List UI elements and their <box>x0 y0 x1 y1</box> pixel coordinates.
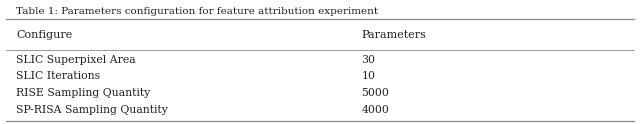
Text: 4000: 4000 <box>362 105 390 115</box>
Text: Table 1: Parameters configuration for feature attribution experiment: Table 1: Parameters configuration for fe… <box>16 7 378 16</box>
Text: 30: 30 <box>362 55 376 64</box>
Text: SP-RISA Sampling Quantity: SP-RISA Sampling Quantity <box>16 105 168 115</box>
Text: SLIC Superpixel Area: SLIC Superpixel Area <box>16 55 136 64</box>
Text: RISE Sampling Quantity: RISE Sampling Quantity <box>16 88 150 98</box>
Text: Parameters: Parameters <box>362 30 426 40</box>
Text: SLIC Iterations: SLIC Iterations <box>16 71 100 81</box>
Text: 10: 10 <box>362 71 376 81</box>
Text: 5000: 5000 <box>362 88 390 98</box>
Text: Configure: Configure <box>16 30 72 40</box>
